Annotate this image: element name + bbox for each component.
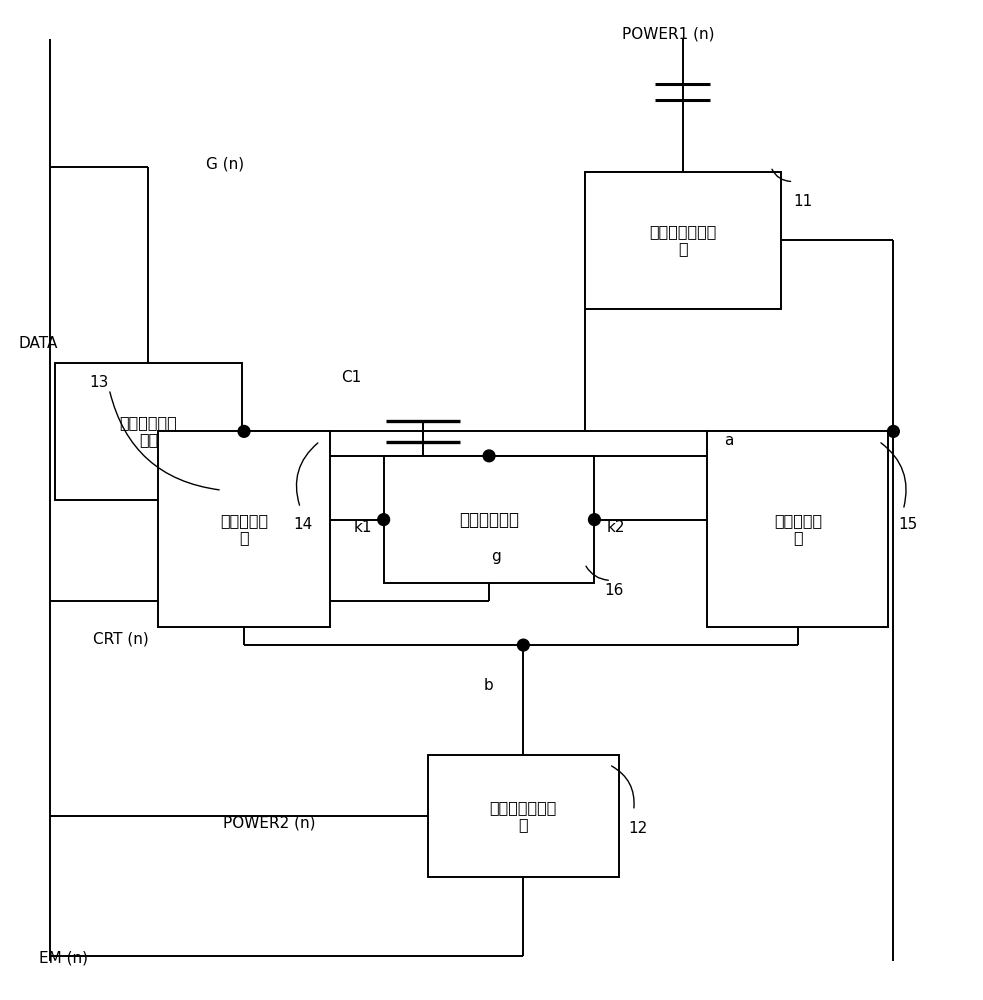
Text: EM (n): EM (n) — [38, 950, 87, 965]
Text: k2: k2 — [607, 520, 624, 535]
Text: 第一电压输入单
元: 第一电压输入单 元 — [649, 224, 717, 256]
Text: a: a — [723, 433, 733, 448]
Text: 14: 14 — [294, 517, 313, 532]
Circle shape — [589, 514, 601, 525]
Text: G (n): G (n) — [205, 157, 244, 172]
Text: 11: 11 — [793, 194, 813, 209]
Circle shape — [888, 426, 899, 437]
Text: 16: 16 — [605, 583, 623, 598]
Bar — [383, 456, 595, 583]
Text: 第二电压输入单
元: 第二电压输入单 元 — [490, 800, 557, 832]
Text: DATA: DATA — [18, 336, 57, 351]
Text: g: g — [492, 549, 501, 564]
Text: 15: 15 — [898, 517, 917, 532]
Text: POWER1 (n): POWER1 (n) — [621, 26, 715, 41]
Bar — [585, 172, 781, 309]
Text: CRT (n): CRT (n) — [92, 632, 148, 647]
Text: 发光控制单元: 发光控制单元 — [459, 511, 519, 529]
Text: C1: C1 — [341, 370, 361, 385]
Bar — [428, 755, 619, 877]
Text: k1: k1 — [354, 520, 372, 535]
Text: 13: 13 — [89, 375, 109, 390]
Text: 第一发光单
元: 第一发光单 元 — [220, 513, 268, 546]
Circle shape — [517, 639, 529, 651]
Text: POWER2 (n): POWER2 (n) — [222, 816, 316, 831]
Bar — [55, 363, 242, 500]
Bar — [707, 431, 889, 627]
Text: 第二发光单
元: 第二发光单 元 — [774, 513, 822, 546]
Text: 12: 12 — [629, 821, 648, 836]
Text: b: b — [484, 678, 493, 693]
Bar — [158, 431, 329, 627]
Text: 数据信号输入
单元: 数据信号输入 单元 — [120, 415, 177, 448]
Circle shape — [238, 426, 250, 437]
Circle shape — [377, 514, 389, 525]
Circle shape — [484, 450, 494, 462]
